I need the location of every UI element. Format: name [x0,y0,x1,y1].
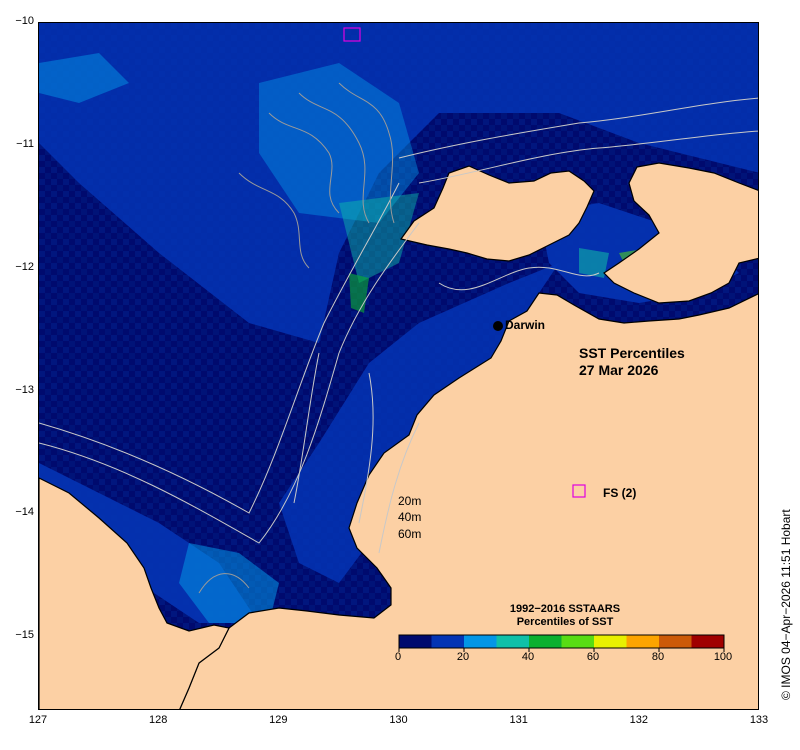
colorbar-segment [659,635,692,648]
seafloor-contours [198,82,395,594]
depth-label-40m: 40m [398,510,422,524]
colorbar-segment [691,635,724,648]
map-title: SST Percentiles 27 Mar 2026 [579,345,685,379]
colorbar-outline [398,634,725,649]
colorbar-title-line-2: Percentiles of SST [516,616,614,628]
land [39,162,758,709]
cobourg-peninsula [603,162,758,304]
lon-tick-label: 129 [269,714,288,726]
lon-tick-label: 131 [509,714,528,726]
title-line-2: 27 Mar 2026 [579,362,659,378]
colorbar-segment [464,635,497,648]
lat-tick-label: −11 [16,137,34,150]
darwin-marker-icon [493,321,503,331]
sst-percentile-map [39,23,758,709]
lat-tick-label: −14 [15,506,34,519]
colorbar-title: 1992−2016 SSTAARS Percentiles of SST [470,603,660,629]
lat-tick-label: −13 [15,383,34,396]
lat-tick-label: −12 [15,260,34,273]
colorbar [398,634,725,652]
colorbar-segment [561,635,594,648]
colorbar-segment [594,635,627,648]
lon-tick-label: 128 [148,714,168,726]
colorbar-segment [399,635,432,648]
depth-label-20m: 20m [398,494,422,508]
lon-tick-label: 127 [28,714,48,726]
place-label-fs: FS (2) [603,486,637,500]
depth-contours [39,97,758,554]
colorbar-segment [496,635,529,648]
place-label-darwin: Darwin [505,318,546,332]
colorbar-segment [529,635,562,648]
colorbar-tick-label: 80 [651,651,665,663]
lat-tick-label: −10 [15,15,34,27]
colorbar-title-line-1: 1992−2016 SSTAARS [509,603,621,615]
melville-island [399,165,595,262]
lon-tick-label: 133 [749,714,769,726]
colorbar-segment [626,635,659,648]
lon-tick-label: 130 [389,714,408,726]
map-panel [38,22,759,710]
colorbar-tick-label: 20 [456,651,470,663]
mainland [179,292,758,709]
colorbar-tick-label: 0 [394,651,402,663]
colorbar-segment [431,635,464,648]
title-line-1: SST Percentiles [579,345,685,361]
lon-tick-label: 132 [629,714,648,726]
colorbar-tick-label: 40 [521,651,535,663]
lat-tick-label: −15 [15,629,34,642]
colorbar-tick-label: 100 [713,651,733,663]
copyright-text: © IMOS 04−Apr−2026 11:51 Hobart [779,509,793,700]
southwest-coast [39,477,230,709]
colorbar-tick-label: 60 [586,651,600,663]
depth-label-60m: 60m [398,527,422,541]
sample-box-top [343,27,361,42]
fs-marker-icon [572,484,586,498]
